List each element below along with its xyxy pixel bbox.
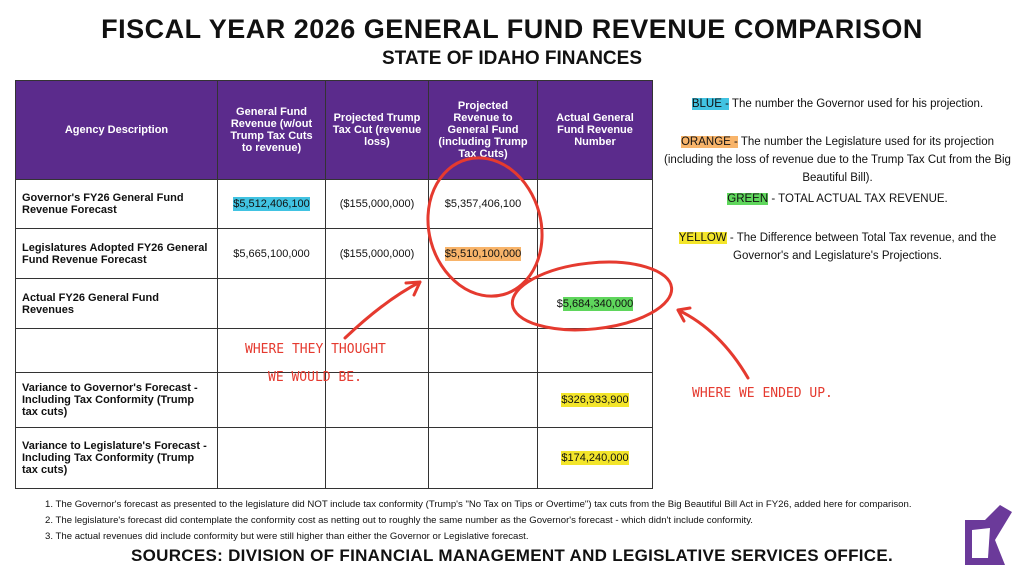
- cell: [217, 372, 326, 428]
- footnotes: 1. The Governor's forecast as presented …: [45, 497, 912, 545]
- column-header: Actual General Fund Revenue Number: [537, 80, 653, 180]
- column-header: Agency Description: [15, 80, 218, 180]
- annotation: WHERE THEY THOUGHT: [245, 342, 386, 357]
- title: FISCAL YEAR 2026 GENERAL FUND REVENUE CO…: [101, 14, 923, 44]
- column-header: Projected Trump Tax Cut (revenue loss): [325, 80, 429, 180]
- currency: $: [556, 297, 563, 310]
- legend-text: The number the Governor used for his pro…: [731, 98, 984, 110]
- row-label: Variance to Legislature's Forecast - Inc…: [15, 427, 218, 489]
- cell: ($155,000,000): [325, 179, 429, 229]
- legend-key: YELLOW: [678, 232, 727, 244]
- cell: ($155,000,000): [325, 228, 429, 279]
- column-header: Projected Revenue to General Fund (inclu…: [428, 80, 538, 180]
- cell-value: $174,240,000: [561, 451, 629, 465]
- subtitle: STATE OF IDAHO FINANCES: [381, 48, 643, 69]
- cell: [537, 228, 653, 279]
- cell: $174,240,000: [537, 427, 653, 489]
- cell: $5,684,340,000: [537, 278, 653, 329]
- legend-item: YELLOW - The Difference between Total Ta…: [660, 229, 1015, 265]
- legend-key: ORANGE -: [680, 136, 738, 148]
- legend-text: The number the Legislature used for its …: [664, 136, 1011, 184]
- cell: [15, 328, 218, 373]
- cell: $5,357,406,100: [428, 179, 538, 229]
- cell: [428, 372, 538, 428]
- row-label: Governor's FY26 General Fund Revenue For…: [15, 179, 218, 229]
- cell: $5,512,406,100: [217, 179, 326, 229]
- cell: $5,665,100,000: [217, 228, 326, 279]
- cell: [325, 427, 429, 489]
- arrow: [676, 306, 750, 380]
- cell-value: $326,933,900: [561, 393, 629, 407]
- column-header: General Fund Revenue (w/out Trump Tax Cu…: [217, 80, 326, 180]
- row-label: Actual FY26 General Fund Revenues: [15, 278, 218, 329]
- row-label: Legislatures Adopted FY26 General Fund R…: [15, 228, 218, 279]
- cell: [217, 278, 326, 329]
- annotation: WHERE WE ENDED UP.: [692, 386, 833, 401]
- cell: [428, 427, 538, 489]
- legend-text: - The Difference between Total Tax reven…: [729, 232, 997, 262]
- annotation: WE WOULD BE.: [268, 370, 362, 385]
- revenue-table: Agency Description General Fund Revenue …: [15, 80, 653, 489]
- cell: [537, 328, 653, 373]
- legend-item: BLUE - The number the Governor used for …: [660, 95, 1015, 113]
- legend-item: GREEN - TOTAL ACTUAL TAX REVENUE.: [660, 190, 1015, 208]
- footnote: 3. The actual revenues did include confo…: [45, 531, 529, 542]
- cell: [428, 278, 538, 329]
- legend-item: ORANGE - The number the Legislature used…: [660, 133, 1015, 187]
- legend-text: - TOTAL ACTUAL TAX REVENUE.: [771, 193, 948, 205]
- legend-key: GREEN: [727, 193, 769, 205]
- cell: [217, 427, 326, 489]
- cell: $326,933,900: [537, 372, 653, 428]
- cell: $5,510,100,000: [428, 228, 538, 279]
- cell: [537, 179, 653, 229]
- row-label: Variance to Governor's Forecast - Includ…: [15, 372, 218, 428]
- legend-key: BLUE -: [691, 98, 729, 110]
- footnote: 1. The Governor's forecast as presented …: [45, 499, 912, 510]
- cell-value: $5,510,100,000: [444, 246, 522, 261]
- cell-value: $5,512,406,100: [233, 197, 310, 211]
- cell: [325, 278, 429, 329]
- sources: SOURCES: DIVISION OF FINANCIAL MANAGEMEN…: [130, 546, 894, 565]
- cell-value: 5,684,340,000: [562, 296, 634, 311]
- cell: [428, 328, 538, 373]
- footnote: 2. The legislature's forecast did contem…: [45, 515, 753, 526]
